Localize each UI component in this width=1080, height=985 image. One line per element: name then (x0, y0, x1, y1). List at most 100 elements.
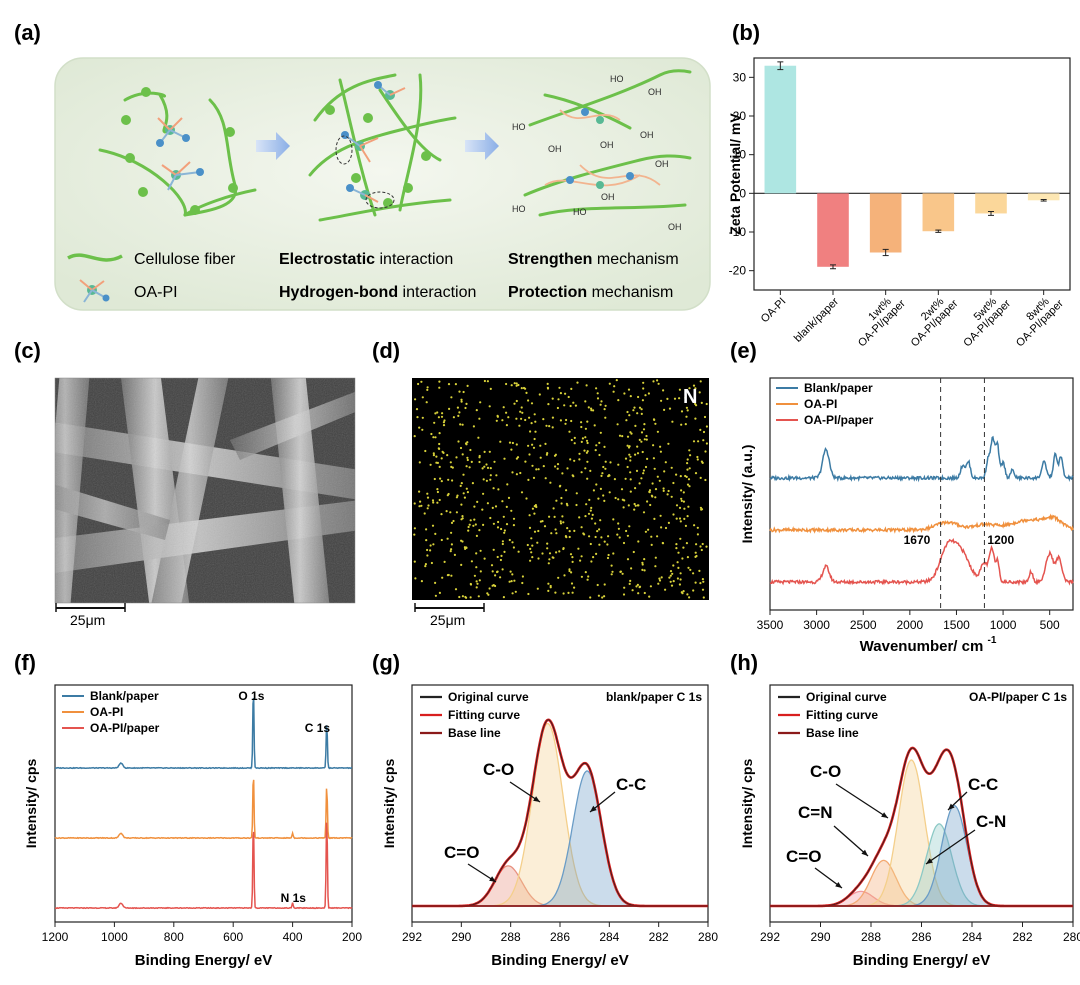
eds-signal-dot (647, 528, 650, 531)
eds-signal-dot (434, 581, 437, 585)
eds-signal-dot (590, 506, 593, 509)
eds-signal-dot (568, 530, 571, 533)
eds-signal-dot (493, 460, 496, 463)
eds-signal-dot (668, 407, 672, 410)
eds-signal-dot (699, 476, 702, 479)
eds-signal-dot (445, 510, 448, 513)
eds-signal-dot (486, 380, 489, 383)
eds-signal-dot (669, 574, 672, 577)
eds-signal-dot (528, 514, 531, 517)
eds-signal-dot (525, 497, 528, 500)
eds-signal-dot (618, 536, 621, 539)
eds-signal-dot (679, 537, 682, 540)
schematic-background (54, 57, 711, 311)
eds-signal-dot (682, 491, 685, 494)
eds-signal-dot (423, 512, 426, 515)
eds-signal-dot (701, 578, 705, 581)
eds-signal-dot (443, 560, 446, 564)
eds-signal-dot (628, 453, 631, 456)
eds-signal-dot (414, 577, 417, 580)
plot-frame (769, 377, 1074, 611)
eds-signal-dot (505, 523, 509, 526)
eds-signal-dot (629, 395, 632, 398)
y-tick-label: -20 (729, 264, 747, 278)
eds-signal-dot (580, 421, 583, 424)
x-tick-label: OA-PI (759, 296, 789, 326)
eds-signal-dot (594, 522, 597, 525)
eds-signal-dot (510, 384, 513, 387)
eds-signal-dot (526, 543, 529, 547)
eds-signal-dot (424, 449, 427, 453)
eds-signal-dot (559, 392, 563, 395)
eds-signal-dot (629, 579, 632, 583)
oapi-molecule (161, 161, 204, 191)
eds-signal-dot (517, 383, 520, 387)
oapi-molecule (346, 184, 379, 203)
eds-signal-dot (553, 515, 556, 519)
eds-signal-dot (666, 493, 669, 496)
eds-signal-dot (546, 386, 550, 389)
eds-signal-dot (580, 440, 583, 443)
eds-signal-dot (473, 505, 476, 508)
eds-signal-dot (650, 535, 653, 538)
eds-signal-dot (520, 491, 524, 494)
label-arrowhead (489, 876, 496, 882)
eds-signal-dot (586, 477, 589, 480)
eds-signal-dot (497, 488, 500, 491)
eds-signal-dot (499, 440, 502, 443)
eds-signal-dot (515, 384, 518, 387)
eds-signal-dot (698, 569, 701, 573)
eds-signal-dot (528, 453, 531, 456)
eds-signal-dot (485, 463, 488, 466)
eds-signal-dot (599, 487, 603, 490)
eds-signal-dot (574, 404, 578, 407)
eds-signal-dot (450, 543, 453, 546)
eds-signal-dot (462, 492, 465, 495)
eds-signal-dot (529, 559, 532, 562)
eds-signal-dot (584, 515, 587, 518)
eds-signal-dot (468, 466, 471, 469)
eds-signal-dot (580, 425, 583, 429)
eds-signal-dot (654, 556, 657, 559)
eds-signal-dot (640, 408, 643, 411)
eds-signal-dot (486, 466, 490, 469)
eds-signal-dot (421, 396, 424, 399)
eds-signal-dot (432, 454, 435, 457)
eds-signal-dot (678, 397, 681, 400)
peak-label: O 1s (238, 689, 264, 703)
eds-signal-dot (515, 443, 518, 446)
eds-signal-dot (437, 416, 440, 419)
eds-signal-dot (626, 410, 629, 414)
eds-signal-dot (604, 416, 607, 419)
eds-signal-dot (559, 522, 563, 525)
x-tick-label: 500 (1040, 618, 1060, 632)
eds-signal-dot (699, 380, 702, 383)
eds-signal-dot (675, 473, 678, 476)
legend-protection: Protection mechanism (508, 284, 673, 301)
eds-signal-dot (700, 548, 703, 552)
eds-signal-dot (635, 469, 639, 472)
svg-text:HO: HO (512, 204, 526, 214)
eds-signal-dot (544, 442, 547, 445)
eds-signal-dot (547, 582, 550, 585)
label-arrowhead (533, 796, 540, 802)
eds-signal-dot (434, 594, 437, 597)
component-label: C-O (483, 760, 514, 779)
eds-signal-dot (575, 503, 578, 507)
eds-signal-dot (466, 458, 469, 462)
eds-signal-dot (664, 588, 667, 591)
eds-signal-dot (685, 542, 689, 545)
eds-signal-dot (450, 574, 453, 577)
component-label: C=O (444, 843, 479, 862)
label-arrow (833, 825, 869, 857)
eds-signal-dot (618, 434, 622, 437)
eds-signal-dot (533, 437, 536, 441)
xps-survey-chart: 1200 1000 800 600 400 200 Blank/paper OA-PI OA-P… (23, 684, 362, 969)
eds-signal-dot (631, 589, 634, 592)
eds-signal-dot (557, 398, 560, 401)
eds-signal-dot (638, 482, 641, 485)
eds-signal-dot (479, 401, 482, 404)
series-line (769, 513, 1074, 534)
eds-signal-dot (637, 395, 640, 399)
eds-signal-dot (447, 383, 451, 386)
